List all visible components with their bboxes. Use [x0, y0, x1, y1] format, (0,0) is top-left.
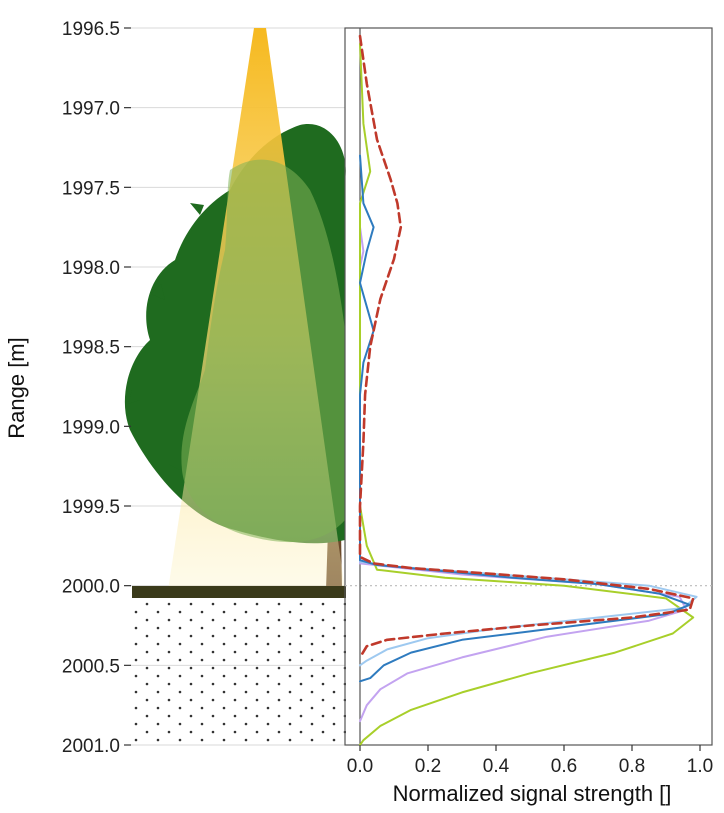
series-line-4	[359, 42, 695, 746]
x-tick-label: 0.4	[483, 756, 510, 777]
y-tick-label: 1998.0	[62, 258, 120, 279]
y-tick-label: 1997.5	[62, 178, 120, 199]
y-axis-title: Range [m]	[4, 337, 29, 439]
plot-frame	[344, 27, 713, 746]
y-tick-label: 1998.5	[62, 338, 120, 359]
y-tick-label: 2001.0	[62, 736, 120, 757]
tree-crown-light	[181, 159, 345, 543]
y-tick-label: 1999.0	[62, 417, 120, 438]
series-line-1	[359, 154, 691, 683]
x-tick-label: 0.8	[619, 756, 645, 777]
series-line-3	[359, 226, 688, 723]
y-tick-label: 2000.5	[62, 656, 120, 677]
y-axis: 1996.5 1997.0 1997.5 1998.0 1998.5 1999.0 1999…	[62, 19, 131, 757]
x-axis: 0.0 0.2 0.4 0.6 0.8 1.0	[347, 745, 713, 777]
y-tick-label: 1999.5	[62, 497, 120, 518]
y-tick-label: 2000.0	[62, 577, 120, 598]
y-tick-label: 1997.0	[62, 99, 120, 120]
signal-series	[358, 34, 698, 746]
ground-line	[132, 586, 346, 598]
lidar-illustration	[124, 28, 346, 745]
x-tick-label: 0.6	[551, 756, 577, 777]
x-tick-label: 1.0	[687, 756, 713, 777]
y-tick-label: 1996.5	[62, 19, 120, 40]
x-axis-title: Normalized signal strength []	[393, 781, 672, 806]
x-tick-label: 0.2	[415, 756, 441, 777]
soil-dots	[132, 600, 346, 745]
x-tick-label: 0.0	[347, 756, 373, 777]
series-line-0	[358, 34, 695, 659]
